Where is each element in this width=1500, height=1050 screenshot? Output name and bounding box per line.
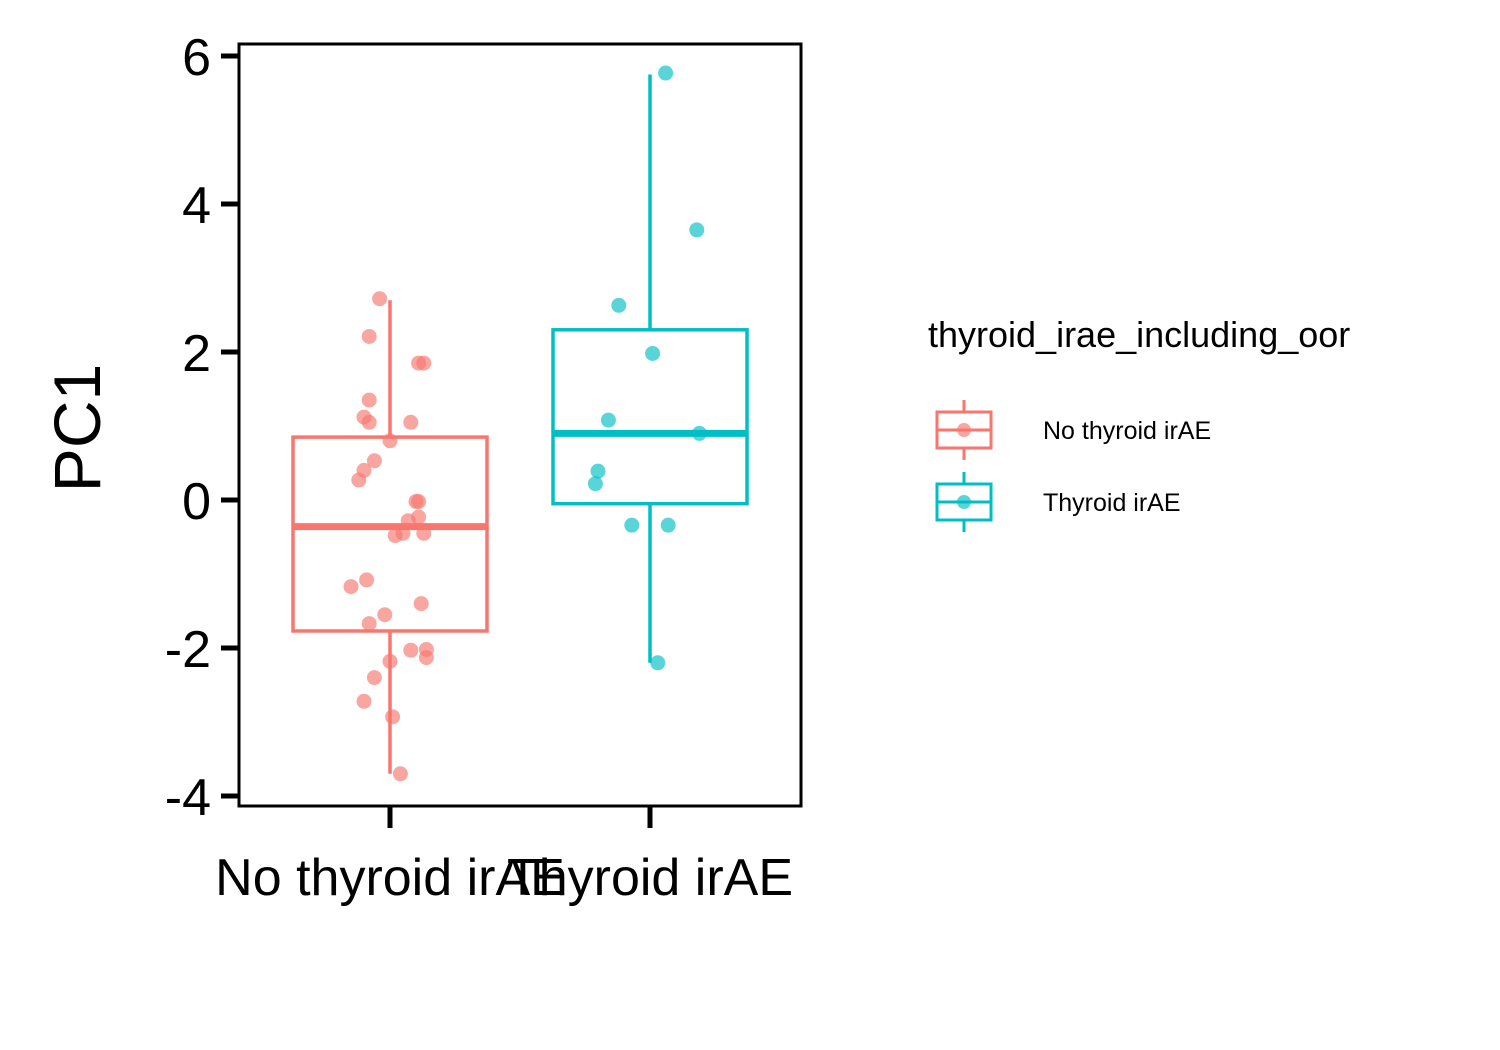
- legend: thyroid_irae_including_oor No thyroid ir…: [928, 314, 1350, 532]
- data-point: [587, 476, 603, 492]
- plot-panel: [237, 42, 803, 808]
- data-point: [624, 517, 640, 533]
- data-point: [366, 670, 382, 686]
- data-point: [392, 766, 408, 782]
- data-point: [408, 493, 424, 509]
- y-tick-label: -2: [165, 621, 211, 679]
- data-point: [600, 412, 616, 428]
- data-point: [366, 453, 382, 469]
- y-tick-label: 4: [182, 177, 211, 235]
- data-point: [416, 525, 432, 541]
- data-point: [691, 425, 707, 441]
- data-point: [382, 653, 398, 669]
- data-point: [650, 655, 666, 671]
- y-axis-title: PC1: [40, 364, 114, 492]
- data-point: [660, 517, 676, 533]
- y-tick-label: 2: [182, 325, 211, 383]
- legend-key-1: [935, 400, 993, 460]
- data-point: [611, 297, 627, 313]
- data-point: [403, 642, 419, 658]
- data-point: [377, 607, 393, 623]
- data-point: [351, 472, 367, 488]
- series-2: [551, 65, 749, 671]
- data-point: [590, 463, 606, 479]
- data-point: [411, 355, 427, 371]
- x-tick-label: No thyroid irAE: [215, 849, 565, 907]
- data-point: [387, 528, 403, 544]
- y-tick-label: 0: [182, 473, 211, 531]
- data-point: [361, 616, 377, 632]
- series-1: [291, 291, 489, 782]
- data-point: [658, 65, 674, 81]
- legend-key-point: [957, 423, 971, 437]
- legend-title: thyroid_irae_including_oor: [928, 314, 1350, 355]
- y-tick-label: 6: [182, 29, 211, 87]
- data-point: [361, 414, 377, 430]
- legend-label: Thyroid irAE: [1043, 489, 1181, 517]
- x-tick-label: Thyroid irAE: [507, 849, 793, 907]
- legend-label: No thyroid irAE: [1043, 417, 1211, 445]
- data-point: [400, 513, 416, 529]
- data-point: [359, 572, 375, 588]
- data-point: [689, 222, 705, 238]
- data-point: [385, 709, 401, 725]
- data-point: [372, 291, 388, 307]
- data-point: [403, 414, 419, 430]
- data-point: [356, 693, 372, 709]
- data-point: [361, 392, 377, 408]
- panel-border: [237, 42, 803, 808]
- legend-key-point: [957, 495, 971, 509]
- data-point: [343, 579, 359, 595]
- data-point: [382, 433, 398, 449]
- data-point: [361, 328, 377, 344]
- data-point: [418, 650, 434, 666]
- legend-key-2: [935, 472, 993, 532]
- data-point: [413, 596, 429, 612]
- data-point: [645, 345, 661, 361]
- series-layer: [291, 65, 749, 782]
- y-tick-label: -4: [165, 769, 211, 827]
